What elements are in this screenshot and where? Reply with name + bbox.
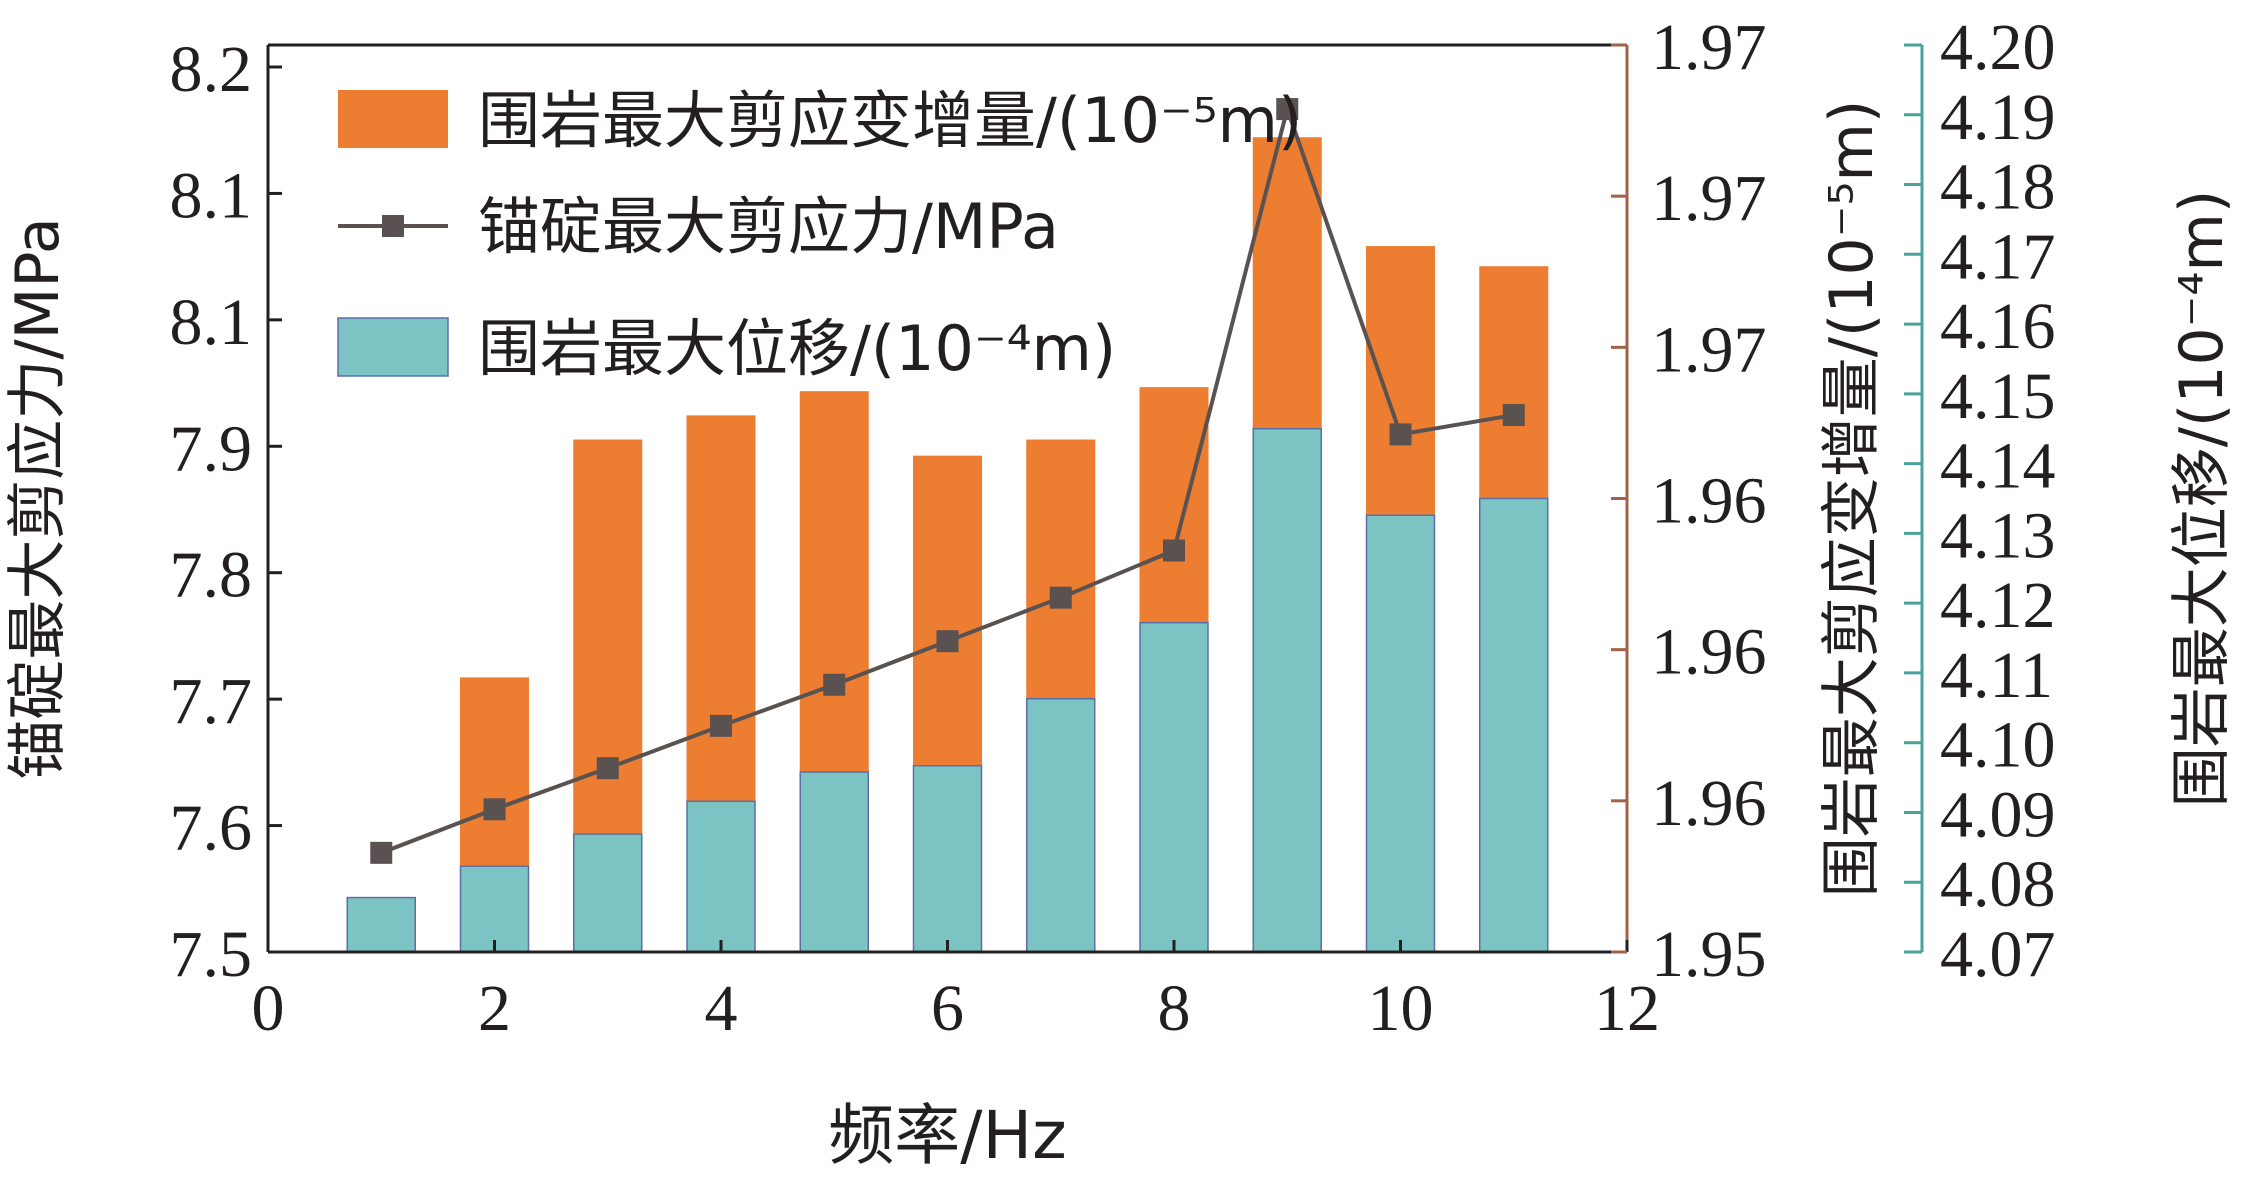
left-y-tick-label: 8.2 xyxy=(170,33,253,106)
legend: 围岩最大剪应变增量/(10⁻⁵m) 锚碇最大剪应力/MPa 围岩最大位移/(10⁻⁴… xyxy=(337,84,1302,385)
right-1-tick-label: 1.97 xyxy=(1651,11,1767,84)
legend-swatch-displacement xyxy=(337,317,449,377)
legend-label-displacement: 围岩最大位移/(10⁻⁴m) xyxy=(478,312,1116,385)
right-2-tick-label: 4.16 xyxy=(1940,290,2056,363)
right-1-tick-label: 1.96 xyxy=(1651,616,1767,689)
right-2-tick-label: 4.19 xyxy=(1940,81,2056,154)
shear-stress-marker xyxy=(710,714,732,737)
left-y-tick-label: 7.9 xyxy=(170,412,253,485)
right-2-tick-label: 4.11 xyxy=(1940,639,2053,712)
displacement-bar xyxy=(573,833,643,953)
right-1-tick-label: 1.96 xyxy=(1651,465,1767,538)
displacement-bar xyxy=(346,896,416,953)
right-1-tick-label: 1.97 xyxy=(1651,162,1767,235)
right-2-tick-label: 4.20 xyxy=(1940,11,2056,84)
shear-stress-marker xyxy=(823,673,846,696)
shear-stress-marker xyxy=(1276,98,1299,121)
shear-stress-marker xyxy=(1502,404,1525,427)
displacement-bar xyxy=(1139,621,1209,953)
right-2-tick-label: 4.08 xyxy=(1940,848,2056,921)
right-2-tick-label: 4.17 xyxy=(1940,220,2056,293)
right-2-tick-label: 4.15 xyxy=(1940,360,2056,433)
right-y-axis-1-title: 围岩最大剪应变增量/(10⁻⁵m) xyxy=(1817,100,1887,898)
shear-stress-marker xyxy=(370,841,393,864)
shear-stress-line-layer xyxy=(370,98,1525,864)
left-y-tick-label: 7.5 xyxy=(170,918,253,991)
x-tick-label: 10 xyxy=(1368,972,1434,1045)
shear-stress-marker xyxy=(936,630,959,653)
right-1-tick-label: 1.96 xyxy=(1651,767,1767,840)
shear-stress-marker xyxy=(1049,586,1072,609)
x-tick-label: 0 xyxy=(252,972,285,1045)
right-1-tick-label: 1.95 xyxy=(1651,918,1767,991)
x-tick-label: 12 xyxy=(1594,972,1660,1045)
x-tick-label: 6 xyxy=(931,972,964,1045)
legend-label-strain: 围岩最大剪应变增量/(10⁻⁵m) xyxy=(478,84,1302,157)
x-axis-title: 频率/Hz xyxy=(828,1097,1067,1174)
shear-stress-marker xyxy=(596,757,619,780)
legend-swatch-stress-marker xyxy=(382,215,404,237)
right-2-tick-label: 4.07 xyxy=(1940,918,2056,991)
left-y-axis-title: 锚碇最大剪应力/MPa xyxy=(3,217,73,779)
displacement-bar xyxy=(799,771,869,953)
legend-label-stress: 锚碇最大剪应力/MPa xyxy=(478,190,1059,263)
x-tick-label: 4 xyxy=(705,972,738,1045)
right-y-axis-2-title: 围岩最大位移/(10⁻⁴m) xyxy=(2167,190,2237,808)
right-2-tick-label: 4.18 xyxy=(1940,151,2056,224)
displacement-bar xyxy=(1365,514,1436,953)
axes: 0 2 4 6 8 10 12 7.5 7.6 7.7 7.8 7.9 8.1 8.1 8.2 1.95 1.9… xyxy=(170,11,2056,1045)
left-y-tick-label: 7.8 xyxy=(170,539,253,612)
shear-stress-marker xyxy=(1389,423,1412,446)
displacement-bar xyxy=(912,764,983,953)
displacement-bar xyxy=(1026,697,1096,953)
x-tick-label: 2 xyxy=(478,972,511,1045)
left-y-tick-label: 8.1 xyxy=(170,159,253,232)
right-1-tick-label: 1.97 xyxy=(1651,313,1767,386)
left-y-tick-label: 8.1 xyxy=(170,286,253,359)
right-2-tick-label: 4.10 xyxy=(1940,709,2056,782)
right-2-tick-label: 4.14 xyxy=(1940,430,2056,503)
displacement-bar xyxy=(459,865,530,953)
shear-stress-marker xyxy=(1163,539,1185,562)
right-2-tick-label: 4.09 xyxy=(1940,778,2056,851)
left-y-tick-label: 7.6 xyxy=(170,792,253,865)
shear-stress-marker xyxy=(483,798,506,821)
displacement-bar xyxy=(1479,497,1549,953)
right-2-tick-label: 4.13 xyxy=(1940,499,2056,572)
displacement-bar xyxy=(1252,427,1322,953)
displacement-bar xyxy=(686,800,756,953)
right-2-tick-label: 4.12 xyxy=(1940,569,2056,642)
legend-swatch-strain xyxy=(338,90,448,148)
left-y-tick-label: 7.7 xyxy=(170,665,253,738)
axis-titles: 频率/Hz 锚碇最大剪应力/MPa 围岩最大剪应变增量/(10⁻⁵m) 围岩最大… xyxy=(3,100,2237,1174)
x-tick-label: 8 xyxy=(1158,972,1191,1045)
